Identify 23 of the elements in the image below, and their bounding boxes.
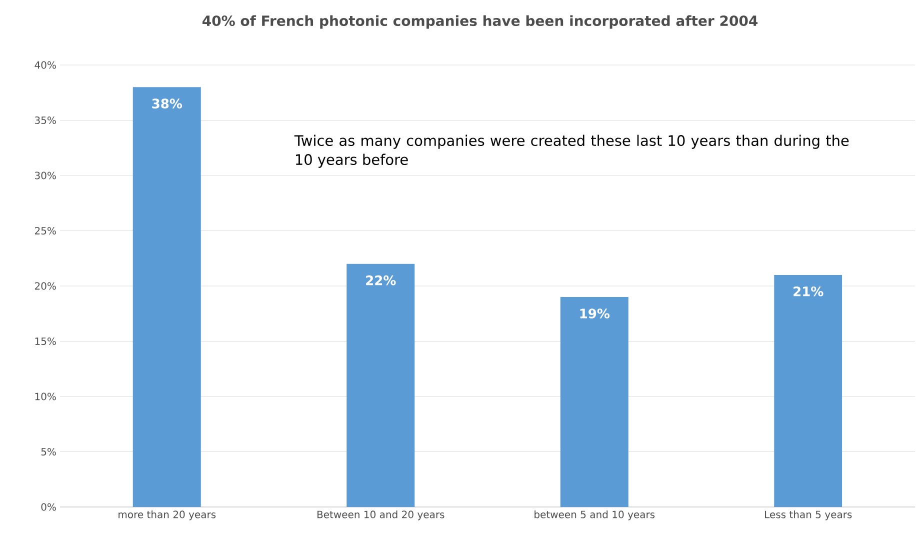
- bar: [560, 297, 628, 507]
- x-tick-label: between 5 and 10 years: [534, 510, 655, 520]
- y-tick-label: 30%: [35, 172, 56, 180]
- bar: [346, 264, 415, 507]
- chart-title: 40% of French photonic companies have been incorporated after 2004: [202, 15, 758, 29]
- y-tick-label: 25%: [34, 226, 56, 235]
- y-tick-label: 0%: [41, 503, 56, 511]
- x-tick-label: Between 10 and 20 years: [317, 510, 444, 520]
- y-tick-label: 35%: [35, 116, 56, 124]
- y-tick-label: 20%: [34, 282, 56, 290]
- data-label: 38%: [152, 98, 182, 108]
- data-label: 19%: [580, 308, 610, 318]
- data-label: 22%: [366, 275, 396, 286]
- bar: [774, 274, 842, 507]
- data-label: 21%: [794, 286, 824, 296]
- bar: [132, 87, 201, 507]
- y-tick-label: 15%: [35, 337, 56, 346]
- y-tick-label: 5%: [41, 448, 56, 456]
- annotation: Twice as many companies were created these last 10 years than during the 10 years before: [294, 134, 849, 168]
- y-tick-label: 40%: [34, 61, 56, 69]
- x-tick-label: more than 20 years: [118, 510, 216, 520]
- y-tick-label: 10%: [35, 392, 56, 400]
- x-tick-label: Less than 5 years: [765, 510, 852, 520]
